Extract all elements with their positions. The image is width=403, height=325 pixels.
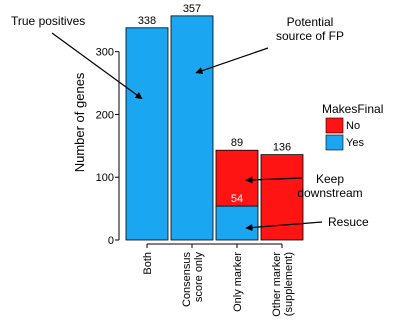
- legend-swatch-yes: [325, 134, 344, 151]
- annotation-potential-source-of-fp: Potential: [287, 15, 334, 29]
- y-tick-label: 200: [96, 109, 114, 121]
- bars-group: [125, 15, 304, 241]
- legend: MakesFinal No Yes: [322, 102, 383, 151]
- annotation-resuce: Resuce: [328, 215, 369, 229]
- annotation-arrow: [195, 47, 269, 75]
- y-tick-label: 100: [96, 172, 114, 184]
- bar-both-yes: [125, 27, 169, 241]
- annotation-potential-source-of-fp: source of FP: [276, 29, 344, 43]
- annotation-keep-downstream: Keep: [316, 172, 344, 186]
- y-axis: 0 100 200 300: [96, 47, 120, 247]
- bar-value-label: 357: [183, 3, 201, 15]
- annotation-arrow: [245, 221, 323, 232]
- legend-title: MakesFinal: [322, 102, 383, 116]
- bar-labels-group: 338 357 89 54 136: [138, 3, 291, 205]
- bar-consensus-score-only-yes: [170, 15, 214, 241]
- x-tick-label-other-marker-supplement: Other marker: [271, 252, 283, 317]
- legend-swatch-no: [325, 117, 344, 134]
- bar-value-label: 54: [231, 193, 243, 205]
- annotation-keep-downstream: downstream: [297, 186, 362, 200]
- y-axis-label: Number of genes: [72, 72, 87, 172]
- annotation-arrow: [51, 32, 143, 100]
- legend-label-yes: Yes: [346, 137, 364, 149]
- bar-only-marker-yes: [215, 205, 259, 241]
- x-tick-label-consensus-score-only: score only: [193, 252, 205, 303]
- x-tick-label-other-marker-supplement: (supplement): [283, 252, 295, 316]
- x-tick-label-consensus-score-only: Consensus: [181, 252, 193, 308]
- x-tick-label-both: Both: [142, 252, 154, 275]
- annotation-true-positives: True positives: [11, 14, 85, 28]
- legend-label-no: No: [346, 120, 360, 132]
- x-tick-label-only-marker: Only marker: [232, 252, 244, 312]
- annotation-arrow: [245, 176, 303, 184]
- y-tick-label: 0: [108, 235, 114, 247]
- x-axis: Both Consensus score only Only marker Other …: [142, 243, 295, 317]
- bar-value-label: 136: [273, 142, 291, 154]
- bar-value-label: 338: [138, 15, 156, 27]
- y-tick-label: 300: [96, 47, 114, 59]
- bar-value-label: 89: [231, 137, 243, 149]
